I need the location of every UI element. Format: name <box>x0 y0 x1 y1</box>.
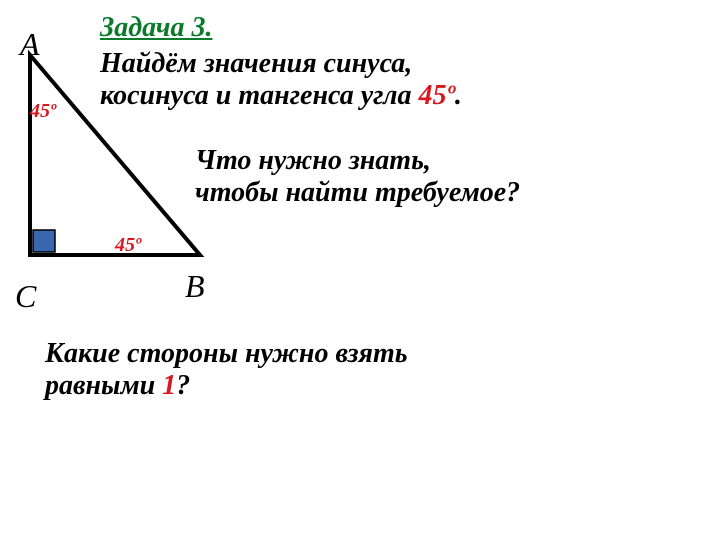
question-2-line1: Какие стороны нужно взять <box>45 338 408 370</box>
angle-B-label: 45º <box>115 234 141 257</box>
vertex-A: A <box>20 26 40 63</box>
angle-A-label: 45º <box>30 100 56 123</box>
vertex-C: C <box>15 278 36 315</box>
problem-line2-suffix: . <box>455 80 462 111</box>
triangle-diagram <box>10 40 230 300</box>
question-1-line1: Что нужно знать, <box>195 145 520 177</box>
question-2: Какие стороны нужно взять равными 1? <box>45 338 408 402</box>
question-2-line2: равными 1? <box>45 370 408 402</box>
question-1: Что нужно знать, чтобы найти требуемое? <box>195 145 520 209</box>
question-2-prefix: равными <box>45 370 162 401</box>
angle-value: 45º <box>418 80 454 111</box>
question-2-suffix: ? <box>176 370 190 401</box>
value-one: 1 <box>162 370 176 401</box>
vertex-B: B <box>185 268 205 305</box>
question-1-line2: чтобы найти требуемое? <box>195 177 520 209</box>
